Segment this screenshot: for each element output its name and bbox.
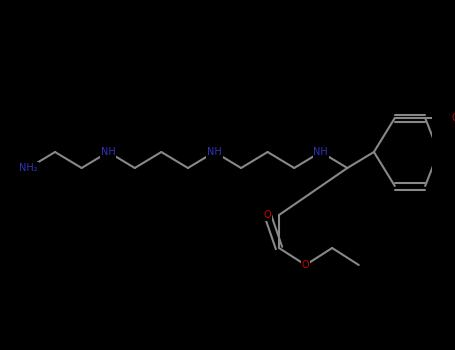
Text: O: O <box>264 210 272 220</box>
Text: NH₂: NH₂ <box>19 163 38 173</box>
Text: O: O <box>452 113 455 123</box>
Text: NH: NH <box>207 147 222 157</box>
Text: NH: NH <box>101 147 116 157</box>
Text: O: O <box>302 260 309 270</box>
Text: NH: NH <box>313 147 328 157</box>
